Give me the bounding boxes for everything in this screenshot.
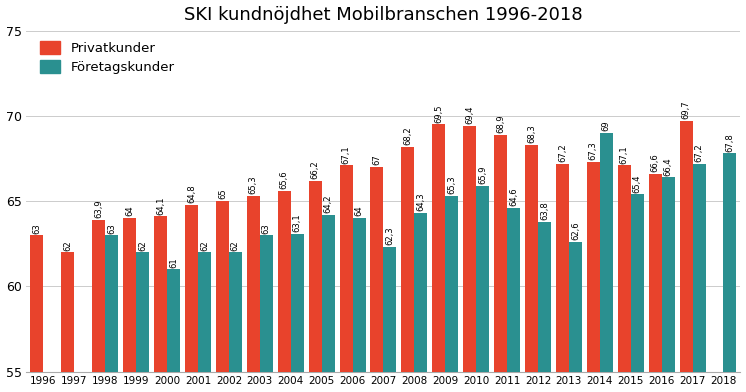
Bar <box>123 218 137 372</box>
Text: 67,2: 67,2 <box>558 143 567 162</box>
Bar <box>662 177 674 372</box>
Bar <box>137 252 149 372</box>
Text: 68,9: 68,9 <box>496 114 505 133</box>
Text: 62,6: 62,6 <box>571 222 580 240</box>
Text: 69: 69 <box>602 121 611 131</box>
Bar <box>154 216 167 372</box>
Bar <box>525 145 538 372</box>
Bar <box>216 201 229 372</box>
Text: 62: 62 <box>231 240 240 250</box>
Bar <box>371 167 383 372</box>
Bar <box>401 147 414 372</box>
Text: 64: 64 <box>354 206 363 216</box>
Text: 64,2: 64,2 <box>324 194 333 213</box>
Bar <box>692 163 706 372</box>
Text: 62,3: 62,3 <box>386 227 395 245</box>
Bar <box>383 247 396 372</box>
Bar <box>353 218 366 372</box>
Text: 62: 62 <box>138 240 147 250</box>
Text: 63: 63 <box>107 223 116 234</box>
Text: 63: 63 <box>32 223 42 234</box>
Text: 67,3: 67,3 <box>589 142 598 160</box>
Legend: Privatkunder, Företagskunder: Privatkunder, Företagskunder <box>40 41 175 74</box>
Bar <box>291 234 304 372</box>
Text: 65: 65 <box>218 189 227 200</box>
Bar <box>322 215 335 372</box>
Bar <box>556 163 569 372</box>
Text: 66,2: 66,2 <box>310 160 319 179</box>
Bar <box>198 252 211 372</box>
Bar <box>600 133 612 372</box>
Bar <box>247 196 260 372</box>
Bar <box>339 165 353 372</box>
Bar <box>229 252 242 372</box>
Text: 62: 62 <box>200 240 209 250</box>
Bar <box>569 242 582 372</box>
Title: SKI kundnöjdhet Mobilbranschen 1996-2018: SKI kundnöjdhet Mobilbranschen 1996-2018 <box>184 5 583 24</box>
Text: 68,2: 68,2 <box>404 126 413 145</box>
Bar <box>167 269 180 372</box>
Text: 68,3: 68,3 <box>527 124 536 143</box>
Text: 64: 64 <box>125 206 134 216</box>
Bar <box>494 134 507 372</box>
Text: 65,3: 65,3 <box>249 176 258 194</box>
Text: 65,3: 65,3 <box>448 176 457 194</box>
Bar <box>61 252 75 372</box>
Text: 67: 67 <box>372 154 381 165</box>
Bar <box>648 174 662 372</box>
Bar <box>680 121 692 372</box>
Bar <box>414 213 427 372</box>
Bar <box>185 205 198 372</box>
Text: 64,3: 64,3 <box>416 193 425 211</box>
Text: 67,1: 67,1 <box>342 145 351 163</box>
Bar <box>278 191 291 372</box>
Bar <box>463 126 476 372</box>
Bar <box>538 221 551 372</box>
Text: 66,4: 66,4 <box>664 157 673 176</box>
Text: 63,8: 63,8 <box>540 201 549 220</box>
Text: 63,1: 63,1 <box>292 213 301 232</box>
Bar <box>445 196 458 372</box>
Text: 66,6: 66,6 <box>651 153 659 172</box>
Text: 67,2: 67,2 <box>695 143 703 162</box>
Bar <box>93 220 105 372</box>
Bar <box>432 124 445 372</box>
Bar <box>105 235 118 372</box>
Bar <box>587 162 600 372</box>
Bar <box>309 181 322 372</box>
Text: 69,5: 69,5 <box>434 104 443 123</box>
Text: 64,8: 64,8 <box>187 184 196 203</box>
Text: 69,4: 69,4 <box>466 106 474 124</box>
Text: 65,9: 65,9 <box>478 165 487 184</box>
Text: 67,8: 67,8 <box>725 133 734 152</box>
Text: 64,1: 64,1 <box>156 196 165 215</box>
Text: 63: 63 <box>262 223 271 234</box>
Text: 63,9: 63,9 <box>94 200 103 218</box>
Text: 65,6: 65,6 <box>280 171 289 189</box>
Text: 62: 62 <box>63 240 72 250</box>
Bar <box>630 194 644 372</box>
Bar <box>476 186 489 372</box>
Text: 67,1: 67,1 <box>620 145 629 163</box>
Text: 69,7: 69,7 <box>682 101 691 119</box>
Bar <box>260 235 273 372</box>
Text: 65,4: 65,4 <box>633 174 642 192</box>
Bar <box>31 235 43 372</box>
Text: 64,6: 64,6 <box>509 188 518 206</box>
Bar <box>724 153 736 372</box>
Bar <box>618 165 630 372</box>
Bar <box>507 208 520 372</box>
Text: 61: 61 <box>169 257 178 268</box>
